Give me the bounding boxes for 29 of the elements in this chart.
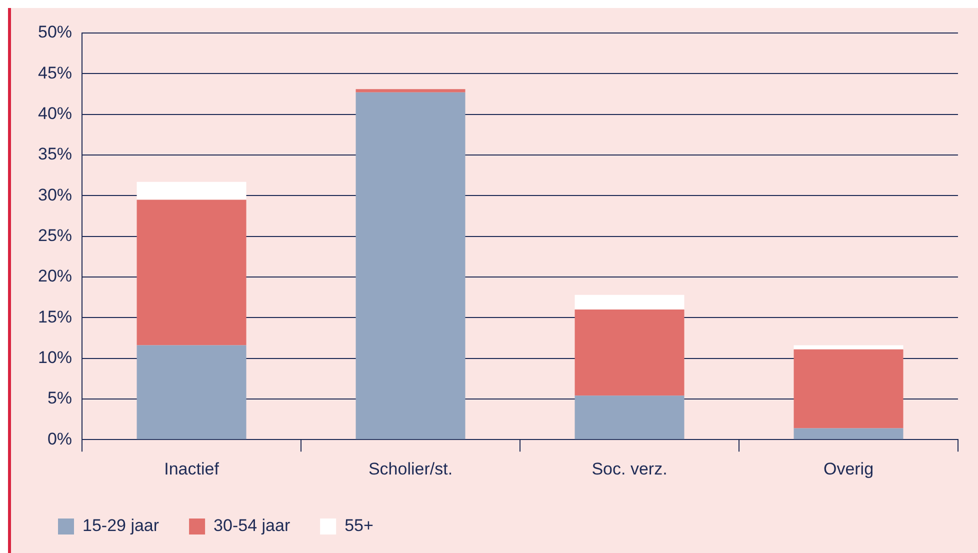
bar [136, 182, 246, 200]
bar [794, 428, 904, 440]
bar [136, 200, 246, 346]
x-tick-label: Scholier/st. [368, 459, 453, 478]
y-tick-label: 25% [38, 226, 72, 245]
x-tick-label: Inactief [164, 459, 220, 478]
bar [794, 349, 904, 428]
y-tick-label: 50% [38, 22, 72, 42]
bar [574, 396, 684, 440]
y-tick-label: 40% [38, 104, 72, 124]
bar [794, 345, 904, 350]
bar [574, 309, 684, 396]
legend-label: 30-54 jaar [214, 516, 290, 536]
y-tick-label: 0% [47, 429, 72, 448]
bar [136, 345, 246, 440]
y-tick-label: 10% [38, 348, 72, 367]
x-tick-label: Overig [823, 459, 874, 478]
legend-label: 55+ [344, 516, 374, 536]
bar [356, 89, 466, 92]
y-tick-label: 35% [38, 144, 72, 164]
legend-label: 15-29 jaar [82, 516, 160, 536]
bar [574, 294, 684, 310]
x-tick-label: Soc. verz. [592, 459, 668, 478]
bar [356, 92, 466, 440]
y-tick-label: 20% [38, 266, 72, 286]
y-tick-label: 45% [38, 63, 72, 82]
y-tick-label: 15% [38, 307, 72, 326]
y-tick-label: 30% [38, 185, 72, 204]
y-tick-label: 5% [47, 388, 72, 408]
